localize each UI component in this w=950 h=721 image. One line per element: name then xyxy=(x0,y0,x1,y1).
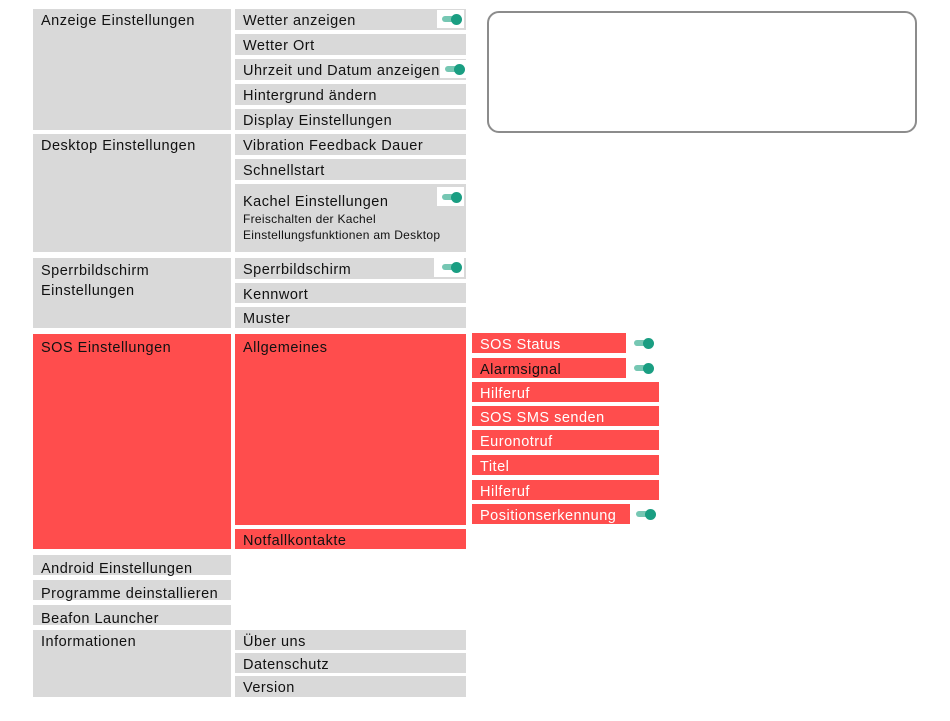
category-sos-label: SOS Einstellungen xyxy=(41,340,172,356)
category-android[interactable]: Android Einstellungen xyxy=(33,555,231,577)
item-sos-sms[interactable]: SOS SMS senden xyxy=(472,406,659,426)
item-help-call[interactable]: Hilferuf xyxy=(472,382,659,402)
tile-settings-note-1: Freischalten der Kachel xyxy=(243,212,376,226)
item-password-label: Kennwort xyxy=(243,287,309,303)
toggle-on-icon xyxy=(442,261,462,273)
item-pattern[interactable]: Muster xyxy=(235,307,466,328)
toggle-weather-show[interactable] xyxy=(437,10,464,28)
toggle-tile-settings[interactable] xyxy=(437,187,464,206)
category-lockscreen[interactable]: Sperrbildschirm Einstellungen xyxy=(33,258,231,328)
toggle-position-detection[interactable] xyxy=(630,504,660,524)
item-about-us-label: Über uns xyxy=(243,634,306,650)
item-display-settings[interactable]: Display Einstellungen xyxy=(235,109,466,130)
item-version[interactable]: Version xyxy=(235,676,466,697)
item-help-call-label: Hilferuf xyxy=(480,386,530,402)
item-help-call-2[interactable]: Hilferuf xyxy=(472,480,659,500)
item-quickstart[interactable]: Schnellstart xyxy=(235,159,466,180)
toggle-alarm-signal[interactable] xyxy=(628,358,659,378)
item-sos-general[interactable]: Allgemeines xyxy=(235,334,466,525)
item-display-settings-label: Display Einstellungen xyxy=(243,113,393,129)
item-emergency-contacts[interactable]: Notfallkontakte xyxy=(235,529,466,549)
toggle-lockscreen[interactable] xyxy=(434,258,464,277)
category-android-label: Android Einstellungen xyxy=(41,561,193,577)
item-lockscreen[interactable]: Sperrbildschirm xyxy=(235,258,466,279)
category-lockscreen-label-2: Einstellungen xyxy=(41,283,135,299)
item-sos-sms-label: SOS SMS senden xyxy=(480,410,605,426)
category-desktop[interactable]: Desktop Einstellungen xyxy=(33,134,231,252)
item-vibration-feedback-label: Vibration Feedback Dauer xyxy=(243,138,424,154)
item-tile-settings-label: Kachel Einstellungen xyxy=(243,194,389,210)
category-sos[interactable]: SOS Einstellungen xyxy=(33,334,231,549)
item-weather-show-label: Wetter anzeigen xyxy=(243,13,356,29)
item-privacy-label: Datenschutz xyxy=(243,657,330,673)
category-info[interactable]: Informationen xyxy=(33,630,231,697)
item-about-us[interactable]: Über uns xyxy=(235,630,466,650)
toggle-on-icon xyxy=(634,362,654,374)
item-lockscreen-label: Sperrbildschirm xyxy=(243,262,352,278)
item-tile-settings[interactable]: Kachel Einstellungen Freischalten der Ka… xyxy=(235,184,466,252)
item-sos-status[interactable]: SOS Status xyxy=(472,333,626,353)
toggle-time-date-show[interactable] xyxy=(440,60,466,78)
category-lockscreen-label-1: Sperrbildschirm xyxy=(41,263,150,279)
item-euro-emergency-label: Euronotruf xyxy=(480,434,553,450)
item-background-change-label: Hintergrund ändern xyxy=(243,88,377,104)
item-position-detection-label: Positionserkennung xyxy=(480,508,617,524)
item-sos-general-label: Allgemeines xyxy=(243,340,328,356)
toggle-sos-status[interactable] xyxy=(628,333,659,353)
item-title-label: Titel xyxy=(480,459,510,475)
tile-settings-note-2: Einstellungsfunktionen am Desktop xyxy=(243,228,441,242)
category-desktop-label: Desktop Einstellungen xyxy=(41,138,196,154)
item-privacy[interactable]: Datenschutz xyxy=(235,653,466,673)
item-background-change[interactable]: Hintergrund ändern xyxy=(235,84,466,105)
item-weather-location[interactable]: Wetter Ort xyxy=(235,34,466,55)
item-pattern-label: Muster xyxy=(243,311,291,327)
item-title[interactable]: Titel xyxy=(472,455,659,475)
item-help-call-2-label: Hilferuf xyxy=(480,484,530,500)
item-quickstart-label: Schnellstart xyxy=(243,163,325,179)
item-vibration-feedback[interactable]: Vibration Feedback Dauer xyxy=(235,134,466,155)
item-time-date-show-label: Uhrzeit und Datum anzeigen xyxy=(243,63,440,79)
item-euro-emergency[interactable]: Euronotruf xyxy=(472,430,659,450)
item-weather-location-label: Wetter Ort xyxy=(243,38,315,54)
toggle-on-icon xyxy=(442,13,462,25)
category-display-label: Anzeige Einstellungen xyxy=(41,13,195,29)
item-weather-show[interactable]: Wetter anzeigen xyxy=(235,9,466,30)
category-quit-launcher[interactable]: Beafon Launcher beenden xyxy=(33,605,231,645)
item-time-date-show[interactable]: Uhrzeit und Datum anzeigen xyxy=(235,59,466,80)
item-alarm-signal[interactable]: Alarmsignal xyxy=(472,358,626,378)
toggle-on-icon xyxy=(636,508,656,520)
toggle-on-icon xyxy=(634,337,654,349)
category-uninstall-label: Programme deinstallieren xyxy=(41,586,219,602)
toggle-on-icon xyxy=(442,191,462,203)
toggle-on-icon xyxy=(445,63,465,75)
preview-panel xyxy=(487,11,917,133)
category-info-label: Informationen xyxy=(41,634,137,650)
category-uninstall[interactable]: Programme deinstallieren xyxy=(33,580,231,602)
item-version-label: Version xyxy=(243,680,295,696)
item-password[interactable]: Kennwort xyxy=(235,283,466,303)
item-emergency-contacts-label: Notfallkontakte xyxy=(243,533,347,549)
item-sos-status-label: SOS Status xyxy=(480,337,561,353)
item-position-detection[interactable]: Positionserkennung xyxy=(472,504,630,524)
item-alarm-signal-label: Alarmsignal xyxy=(480,362,562,378)
category-display[interactable]: Anzeige Einstellungen xyxy=(33,9,231,130)
